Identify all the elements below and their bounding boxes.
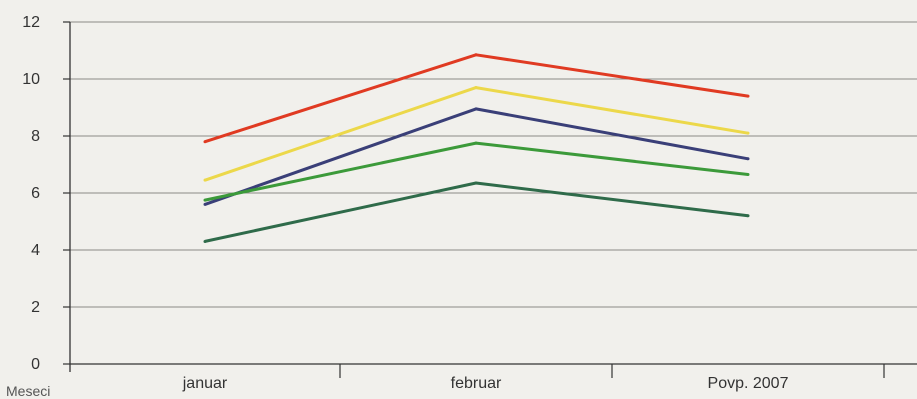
data-point <box>474 141 478 145</box>
y-tick-label: 10 <box>22 71 40 88</box>
data-point <box>746 172 750 176</box>
data-point <box>203 202 207 206</box>
data-point <box>746 131 750 135</box>
x-category-label: Povp. 2007 <box>708 375 789 392</box>
grid-lines <box>70 21 917 308</box>
data-point <box>203 239 207 243</box>
y-tick-label: 6 <box>31 185 40 202</box>
y-tick-label: 4 <box>31 242 40 259</box>
data-point <box>474 107 478 111</box>
data-point <box>746 157 750 161</box>
series-line-5 <box>204 181 749 243</box>
data-point <box>474 181 478 185</box>
y-tick-label: 12 <box>22 14 40 31</box>
x-axis-title: Meseci <box>6 383 50 399</box>
series-lines <box>203 53 750 243</box>
axes <box>69 22 917 372</box>
data-point <box>474 86 478 90</box>
x-category-label: januar <box>182 375 228 392</box>
x-axis-ticks: januar februar Povp. 2007 <box>182 364 885 392</box>
x-category-label: februar <box>451 375 502 392</box>
y-tick-label: 8 <box>31 128 40 145</box>
y-axis-ticks: 0 2 4 6 8 10 12 <box>22 14 70 373</box>
data-point <box>203 178 207 182</box>
data-point <box>746 214 750 218</box>
y-tick-label: 2 <box>31 299 40 316</box>
data-point <box>203 140 207 144</box>
series-line-3 <box>204 107 749 206</box>
data-point <box>203 198 207 202</box>
data-point <box>746 94 750 98</box>
data-point <box>474 53 478 57</box>
series-line-1 <box>204 53 749 144</box>
y-tick-label: 0 <box>31 356 40 373</box>
